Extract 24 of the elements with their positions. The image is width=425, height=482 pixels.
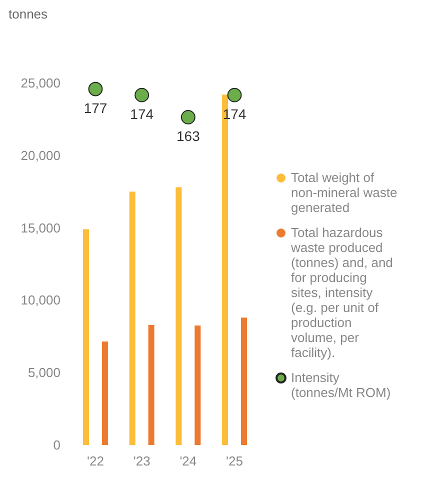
- bar: [194, 326, 201, 445]
- y-tick-label: 10,000: [20, 292, 60, 308]
- bar: [176, 187, 182, 445]
- bar: [148, 324, 154, 445]
- x-tick-label: '22: [87, 454, 104, 468]
- bar: [129, 192, 136, 445]
- x-tick-label: '23: [133, 454, 150, 468]
- data-label: 174: [130, 106, 154, 122]
- data-label: 163: [176, 128, 200, 144]
- y-axis-title: tonnes: [8, 6, 48, 22]
- bar: [240, 318, 247, 445]
- y-tick-label: 25,000: [20, 76, 60, 90]
- x-tick-label: '24: [180, 454, 197, 468]
- y-tick-label: 5,000: [28, 365, 60, 380]
- text: Total hazardous waste produced (tonnes) and, and for producing sites, intensity (e.g. per unit of production volume, per facility).: [291, 225, 393, 360]
- y-tick-label: 0: [53, 438, 60, 452]
- y-tick-label: 15,000: [20, 220, 60, 236]
- bar: [102, 341, 108, 445]
- x-tick-label: '25: [226, 454, 243, 468]
- data-label: 177: [84, 100, 108, 116]
- y-tick-label: 20,000: [20, 148, 60, 163]
- bar: [83, 229, 90, 445]
- legend-label: Total weight of non-mineral waste generated: [291, 170, 398, 215]
- legend-label: Intensity (tonnes/Mt ROM): [291, 370, 391, 400]
